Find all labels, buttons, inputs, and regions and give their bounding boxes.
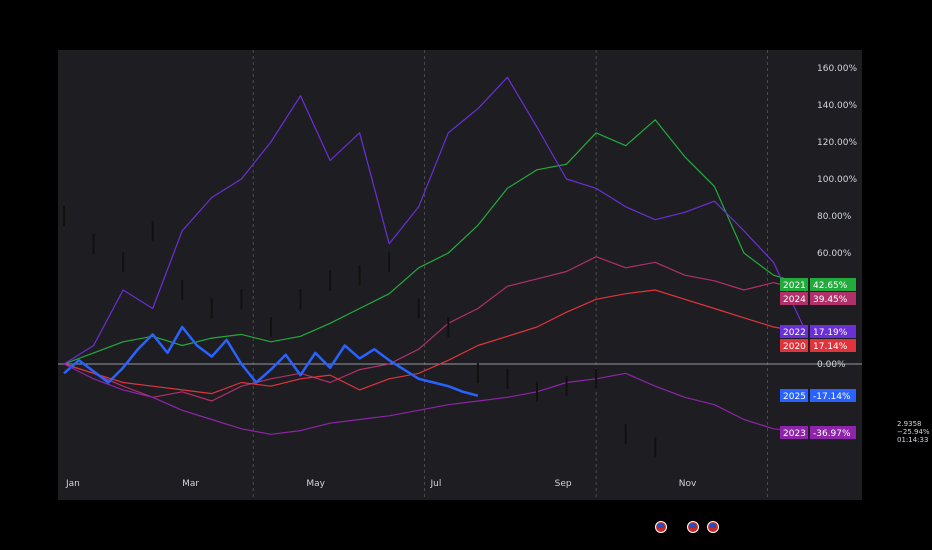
series-line-2024: [63, 256, 807, 402]
series-tag-value: 42.65%: [813, 281, 848, 291]
series-line-2021: [63, 119, 807, 365]
series-line-2023: [63, 363, 807, 435]
series-tag-value-bg: [810, 292, 856, 305]
series-line-2022: [63, 76, 807, 365]
us-flag-icon[interactable]: [707, 521, 719, 533]
chart-plot[interactable]: 160.00% 140.00% 120.00% 100.00% 80.00% 60.00%…: [58, 50, 862, 500]
y-tick-label: 0.00%: [817, 360, 846, 370]
readout-change: −25.94%: [897, 428, 930, 436]
series-tag-year: 2024: [783, 295, 806, 305]
series-tag-value-bg: [810, 426, 856, 439]
series-line-2025: [63, 325, 479, 397]
y-tick-label: 60.00%: [817, 249, 852, 259]
x-tick-label: Mar: [182, 479, 199, 489]
series-tag-value: 39.45%: [813, 295, 848, 305]
readout-price: 2.9358: [897, 420, 922, 428]
series-line-2020: [63, 289, 807, 395]
x-tick-label: Sep: [555, 479, 572, 489]
y-tick-label: 80.00%: [817, 212, 852, 222]
readout-time: 01:14:33: [897, 436, 929, 444]
x-tick-label: Jul: [429, 479, 441, 489]
series-tag-year-bg: [780, 426, 808, 439]
series-tag-year-bg: [780, 389, 808, 402]
series-tag-value-bg: [810, 389, 856, 402]
series-tag-value-bg: [810, 339, 856, 352]
series-tag-year: 2021: [783, 281, 806, 291]
series-tag-year-bg: [780, 325, 808, 338]
series-tag-value: 17.19%: [813, 328, 848, 338]
series-tag-value: -17.14%: [813, 392, 851, 402]
x-tick-label: Nov: [679, 479, 697, 489]
side-readout: 2.9358 −25.94% 01:14:33: [897, 420, 930, 444]
y-tick-label: 140.00%: [817, 101, 857, 111]
chart-panel[interactable]: 160.00% 140.00% 120.00% 100.00% 80.00% 60.00%…: [58, 50, 862, 500]
series-tag-value: 17.14%: [813, 342, 848, 352]
series-tag-year: 2025: [783, 392, 806, 402]
us-flag-icon[interactable]: [687, 521, 699, 533]
x-tick-label: Jan: [65, 479, 80, 489]
series-tag-year-bg: [780, 292, 808, 305]
us-flag-icon[interactable]: [655, 521, 667, 533]
series-tag-year: 2020: [783, 342, 806, 352]
y-tick-label: 120.00%: [817, 138, 857, 148]
series-tag-year: 2022: [783, 328, 806, 338]
series-tag-year-bg: [780, 278, 808, 291]
y-tick-label: 160.00%: [817, 64, 857, 74]
series-tag-year-bg: [780, 339, 808, 352]
x-tick-label: May: [306, 479, 325, 489]
y-tick-label: 100.00%: [817, 175, 857, 185]
series-tag-value-bg: [810, 278, 856, 291]
series-tag-year: 2023: [783, 429, 806, 439]
series-tag-value: -36.97%: [813, 429, 851, 439]
series-tag-value-bg: [810, 325, 856, 338]
